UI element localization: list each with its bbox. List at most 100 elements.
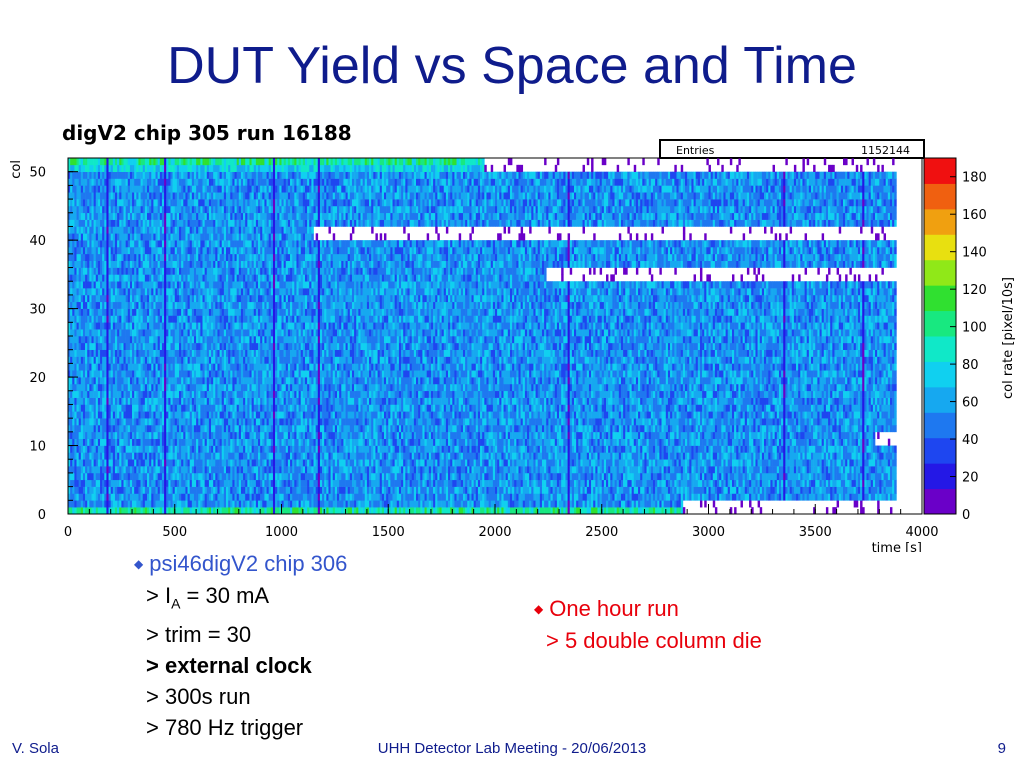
heatmap-cell — [78, 178, 82, 186]
heatmap-cell — [125, 507, 129, 515]
heatmap-cell — [230, 342, 233, 350]
chart-title: digV2 chip 305 run 16188 — [62, 121, 352, 145]
heatmap-cell — [213, 507, 216, 515]
heatmap-cell — [223, 315, 227, 323]
heatmap-cell — [236, 288, 240, 296]
heatmap-cell — [149, 205, 152, 214]
heatmap-cell — [236, 418, 240, 426]
heatmap-cell — [97, 171, 101, 179]
heatmap-cell — [123, 267, 126, 275]
heatmap-cell — [110, 192, 114, 200]
heatmap-cell — [172, 164, 176, 172]
heatmap-cell — [164, 479, 167, 487]
heatmap-cell — [179, 452, 182, 460]
heatmap-cell — [155, 377, 158, 385]
heatmap-cell — [176, 274, 180, 282]
heatmap-cell — [206, 377, 210, 385]
heatmap-cell — [168, 363, 171, 371]
heatmap-cell — [78, 459, 82, 467]
heatmap-cell — [260, 329, 263, 337]
heatmap-cell — [266, 247, 269, 255]
heatmap-cell — [174, 418, 178, 426]
heatmap-cell — [189, 164, 193, 172]
heatmap-cell — [181, 158, 184, 166]
heatmap-cell — [187, 486, 190, 494]
heatmap-cell — [91, 308, 94, 316]
heatmap-cell — [270, 486, 274, 494]
heatmap-cell — [221, 472, 225, 481]
heatmap-cell — [82, 199, 86, 207]
heatmap-cell — [264, 329, 267, 337]
heatmap-cell — [170, 377, 173, 385]
heatmap-cell — [138, 438, 141, 446]
heatmap-cell — [87, 288, 90, 296]
heatmap-cell — [219, 493, 223, 501]
heatmap-cell — [264, 411, 267, 419]
heatmap-cell — [117, 178, 120, 186]
heatmap-cell — [262, 404, 265, 412]
heatmap-cell — [140, 377, 144, 385]
heatmap-cell — [161, 336, 165, 344]
heatmap-cell — [93, 342, 97, 350]
heatmap-cell — [97, 247, 101, 255]
heatmap-cell — [138, 342, 141, 350]
heatmap-cell — [219, 390, 223, 398]
heatmap-cell — [127, 425, 131, 433]
heatmap-cell — [123, 329, 126, 337]
heatmap-cell — [138, 315, 141, 323]
heatmap-cell — [89, 205, 92, 214]
heatmap-cell — [232, 240, 235, 248]
heatmap-cell — [202, 356, 205, 364]
heatmap-cell — [213, 486, 216, 494]
heatmap-cell — [234, 336, 237, 344]
heatmap-cell — [253, 438, 257, 446]
heatmap-cell — [117, 383, 120, 392]
heatmap-cell — [204, 288, 208, 296]
heatmap-cell — [247, 466, 250, 474]
heatmap-cell — [245, 377, 248, 385]
heatmap-cell — [85, 178, 88, 186]
heatmap-cell — [168, 336, 171, 344]
heatmap-cell — [76, 294, 79, 303]
heatmap-cell — [80, 418, 84, 426]
heatmap-cell — [191, 349, 195, 357]
heatmap-cell — [78, 233, 82, 241]
heatmap-cell — [219, 192, 223, 200]
heatmap-cell — [76, 288, 79, 296]
heatmap-cell — [217, 274, 220, 282]
heatmap-cell — [202, 377, 205, 385]
heatmap-cell — [104, 411, 107, 419]
heatmap-cell — [119, 219, 122, 227]
heatmap-cell — [183, 329, 186, 337]
heatmap-cell — [208, 397, 212, 405]
heatmap-cell — [181, 253, 184, 261]
heatmap-cell — [196, 431, 199, 439]
heatmap-cell — [78, 507, 82, 515]
heatmap-cell — [76, 349, 79, 357]
heatmap-cell — [183, 226, 186, 234]
heatmap-cell — [253, 411, 257, 419]
heatmap-cell — [68, 438, 71, 446]
heatmap-cell — [266, 418, 269, 426]
heatmap-cell — [243, 308, 246, 316]
heatmap-cell — [97, 390, 101, 398]
heatmap-cell — [82, 267, 86, 275]
heatmap-cell — [93, 192, 97, 200]
heatmap-cell — [181, 240, 184, 248]
heatmap-cell — [82, 418, 86, 426]
heatmap-cell — [238, 192, 242, 200]
heatmap-cell — [266, 363, 269, 371]
heatmap-cell — [85, 164, 88, 172]
heatmap-cell — [221, 212, 225, 220]
heatmap-cell — [102, 418, 105, 426]
heatmap-cell — [249, 342, 252, 350]
heatmap-cell — [213, 500, 216, 508]
heatmap-cell — [174, 486, 178, 494]
heatmap-cell — [228, 240, 231, 248]
heatmap-cell — [136, 500, 139, 508]
heatmap-cell — [159, 342, 163, 350]
heatmap-cell — [183, 178, 186, 186]
heatmap-cell — [189, 363, 193, 371]
heatmap-cell — [110, 390, 114, 398]
heatmap-cell — [262, 301, 265, 309]
